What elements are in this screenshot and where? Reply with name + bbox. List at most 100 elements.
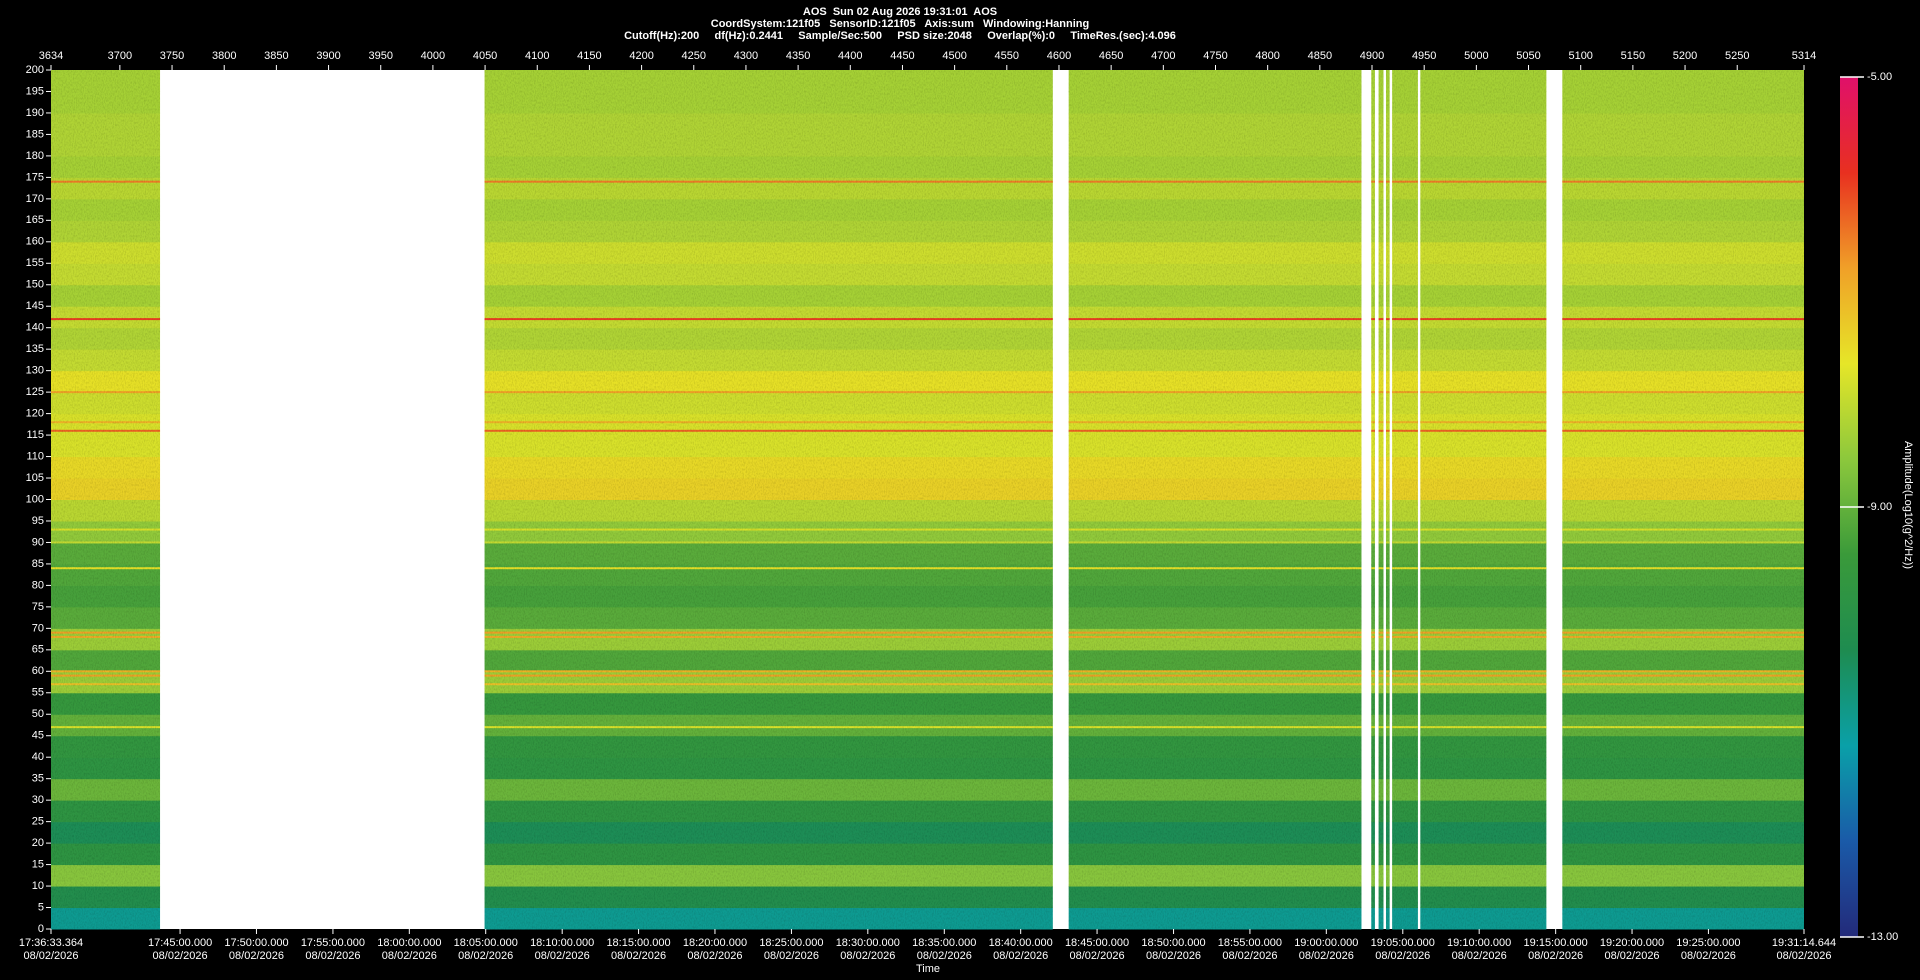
- spectrogram-image: [51, 70, 1804, 930]
- spectrum-cell: [1420, 821, 1547, 844]
- tonal-line: [1392, 180, 1418, 183]
- spectrum-cell: [1562, 606, 1804, 629]
- y-tick-label: 200: [26, 64, 44, 76]
- spectrum-cell: [1371, 241, 1375, 264]
- spectrum-cell: [1378, 263, 1384, 286]
- spectrum-cell: [1371, 478, 1375, 500]
- spectrum-cell: [1068, 585, 1362, 608]
- tonal-line: [484, 635, 1053, 638]
- spectrum-cell: [1385, 370, 1390, 393]
- time-tick-label: 19:25:00.000: [1676, 937, 1740, 949]
- tonal-line: [1562, 670, 1804, 673]
- spectrum-cell: [1068, 671, 1362, 694]
- spectrum-cell: [1420, 413, 1547, 436]
- y-tick-label: 125: [26, 386, 44, 398]
- spectrum-cell: [1562, 714, 1804, 737]
- time-tick-date: 08/02/2026: [1452, 950, 1507, 962]
- x-tick-label: 4650: [1099, 50, 1123, 62]
- spectrum-cell: [484, 327, 1053, 350]
- spectrum-cell: [1068, 478, 1362, 500]
- spectrum-cell: [1420, 134, 1547, 157]
- tonal-line: [51, 421, 161, 424]
- spectrum-cell: [1562, 778, 1804, 801]
- tonal-line: [1392, 429, 1418, 432]
- spectrum-cell: [1420, 692, 1547, 715]
- spectrum-cell: [1371, 392, 1375, 415]
- spectrum-cell: [1378, 671, 1384, 694]
- tonal-line: [1068, 318, 1362, 321]
- spectrum-cell: [484, 91, 1053, 114]
- time-tick-date: 08/02/2026: [687, 950, 742, 962]
- tonal-line: [1378, 180, 1384, 183]
- spectrum-cell: [1562, 843, 1804, 866]
- y-tick-label: 160: [26, 236, 44, 248]
- spectrum-cell: [1068, 392, 1362, 415]
- spectrum-cell: [1392, 864, 1418, 887]
- tonal-line: [1385, 631, 1390, 634]
- spectrum-cell: [1385, 456, 1390, 479]
- spectrum-cell: [1392, 671, 1418, 694]
- spectrum-cell: [1378, 714, 1384, 737]
- spectrum-cell: [1385, 112, 1390, 135]
- spectrum-cell: [1420, 649, 1547, 672]
- spectrum-cell: [1385, 606, 1390, 629]
- spectrum-cell: [1371, 692, 1375, 715]
- spectrum-cell: [1385, 349, 1390, 372]
- spectrum-cell: [1420, 800, 1547, 823]
- spectrum-cell: [1562, 435, 1804, 458]
- spectrum-cell: [1371, 886, 1375, 909]
- spectrum-cell: [1378, 886, 1384, 909]
- spectrum-cell: [51, 671, 161, 694]
- spectrum-cell: [1068, 907, 1362, 930]
- y-tick-label: 180: [26, 150, 44, 162]
- y-tick-label: 105: [26, 472, 44, 484]
- tonal-line: [1392, 726, 1418, 729]
- spectrum-cell: [1378, 478, 1384, 500]
- spectrum-cell: [1420, 70, 1547, 92]
- spectrum-cell: [1068, 628, 1362, 651]
- tonal-line: [51, 683, 161, 686]
- spectrum-cell: [1562, 413, 1804, 436]
- spectrum-cell: [1420, 392, 1547, 415]
- spectrum-cell: [1068, 821, 1362, 844]
- spectrum-cell: [1371, 585, 1375, 608]
- spectrum-cell: [1392, 435, 1418, 458]
- y-tick-label: 80: [32, 579, 44, 591]
- tonal-line: [51, 631, 161, 634]
- tonal-line: [51, 567, 161, 570]
- spectrum-cell: [1562, 692, 1804, 715]
- spectrum-cell: [1392, 327, 1418, 350]
- spectrum-cell: [1385, 735, 1390, 758]
- spectrum-cell: [1420, 606, 1547, 629]
- spectrum-cell: [1385, 435, 1390, 458]
- x-tick-label: 4250: [682, 50, 706, 62]
- spectrum-cell: [51, 478, 161, 500]
- time-tick-label: 18:10:00.000: [530, 937, 594, 949]
- spectrum-cell: [51, 413, 161, 436]
- tonal-line: [1068, 429, 1362, 432]
- spectrum-cell: [1392, 91, 1418, 114]
- tonal-line: [1385, 421, 1390, 424]
- spectrum-cell: [51, 735, 161, 758]
- spectrum-cell: [1392, 778, 1418, 801]
- spectrum-cell: [1420, 220, 1547, 243]
- spectrum-cell: [1385, 198, 1390, 221]
- x-tick-label: 4700: [1151, 50, 1175, 62]
- spectrum-cell: [51, 821, 161, 844]
- spectrum-cell: [1378, 413, 1384, 436]
- spectrum-cell: [51, 606, 161, 629]
- spectrum-cell: [1371, 327, 1375, 350]
- spectrum-cell: [1562, 370, 1804, 393]
- spectrum-cell: [1371, 263, 1375, 286]
- spectrum-cell: [1385, 478, 1390, 500]
- y-tick-label: 150: [26, 279, 44, 291]
- x-tick-label: 3950: [368, 50, 392, 62]
- spectrum-cell: [1562, 585, 1804, 608]
- time-tick-label: 17:55:00.000: [301, 937, 365, 949]
- spectrum-cell: [1562, 563, 1804, 586]
- spectrum-cell: [484, 735, 1053, 758]
- spectrum-cell: [51, 714, 161, 737]
- y-tick-label: 195: [26, 85, 44, 97]
- spectrum-cell: [1378, 134, 1384, 157]
- time-tick-date: 08/02/2026: [229, 950, 284, 962]
